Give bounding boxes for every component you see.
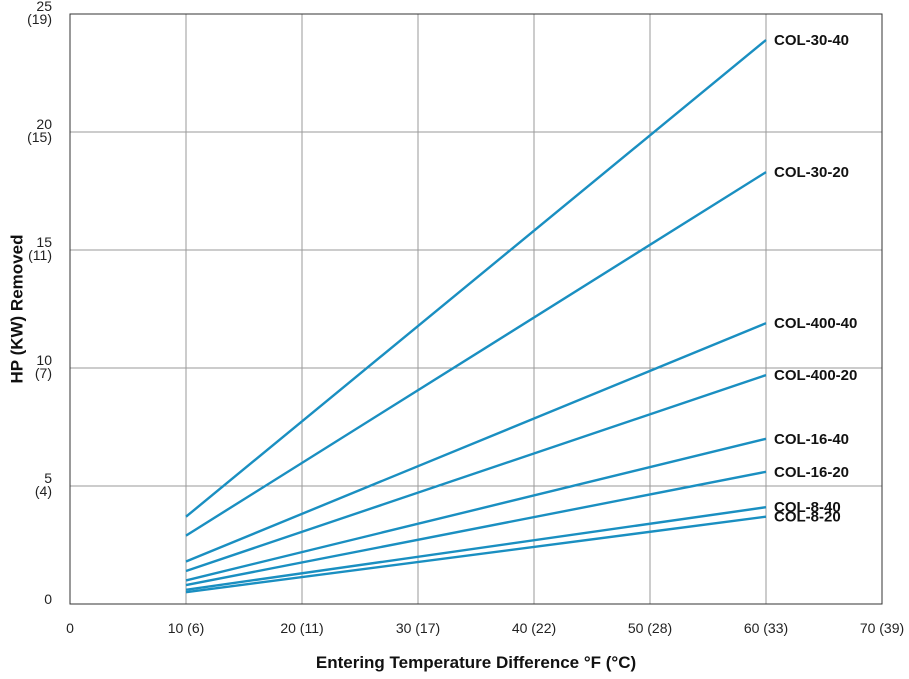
x-tick-label: 20 (11) bbox=[280, 620, 323, 636]
series-line bbox=[185, 39, 767, 518]
series-line bbox=[185, 515, 767, 594]
series-line bbox=[185, 171, 767, 537]
y-tick-label: 10 bbox=[36, 352, 52, 368]
grid bbox=[70, 14, 882, 604]
x-tick-label: 10 (6) bbox=[168, 620, 205, 636]
series-line bbox=[185, 373, 767, 573]
plot-area-frame bbox=[69, 13, 883, 605]
x-tick-label: 50 (28) bbox=[628, 620, 672, 636]
y-tick-sublabel: (15) bbox=[27, 129, 52, 145]
series-lines bbox=[185, 39, 767, 594]
y-tick-label: 20 bbox=[36, 116, 52, 132]
x-tick-label: 30 (17) bbox=[396, 620, 440, 636]
series-line bbox=[185, 506, 767, 591]
series-label: COL-16-40 bbox=[774, 431, 849, 448]
x-tick-labels: 0 10 (6) 20 (11) 30 (17) 40 (22) 50 (28) 60 (3… bbox=[66, 620, 904, 636]
series-label: COL-8-20 bbox=[774, 509, 841, 526]
y-tick-labels: 0 5(4) 10(7) 15(11) 20(15) 25(19) bbox=[27, 0, 52, 607]
y-tick-sublabel: (4) bbox=[35, 483, 52, 499]
y-tick-sublabel: (11) bbox=[28, 247, 52, 263]
y-tick-label: 25 bbox=[36, 0, 52, 14]
series-line bbox=[185, 470, 767, 587]
y-tick-label: 5 bbox=[44, 470, 52, 486]
x-tick-label: 0 bbox=[66, 620, 74, 636]
series-line bbox=[185, 437, 767, 582]
series-label: COL-400-40 bbox=[774, 315, 857, 332]
series-label: COL-30-40 bbox=[774, 32, 849, 49]
x-axis-title: Entering Temperature Difference °F (°C) bbox=[316, 653, 636, 672]
y-tick-label: 0 bbox=[44, 591, 52, 607]
x-tick-label: 70 (39) bbox=[860, 620, 904, 636]
series-label: COL-400-20 bbox=[774, 367, 857, 384]
series-label: COL-8-40 bbox=[774, 499, 841, 516]
y-tick-sublabel: (19) bbox=[27, 11, 52, 27]
series-labels: COL-30-40 COL-30-20 COL-400-40 COL-400-20 CO… bbox=[774, 32, 857, 526]
series-label: COL-30-20 bbox=[774, 164, 849, 181]
x-tick-label: 60 (33) bbox=[744, 620, 788, 636]
series-label: COL-16-20 bbox=[774, 464, 849, 481]
y-tick-sublabel: (7) bbox=[35, 365, 52, 381]
y-tick-label: 15 bbox=[36, 234, 52, 250]
y-axis-title: HP (KW) Removed bbox=[8, 235, 27, 384]
series-line bbox=[185, 322, 767, 563]
x-tick-label: 40 (22) bbox=[512, 620, 556, 636]
